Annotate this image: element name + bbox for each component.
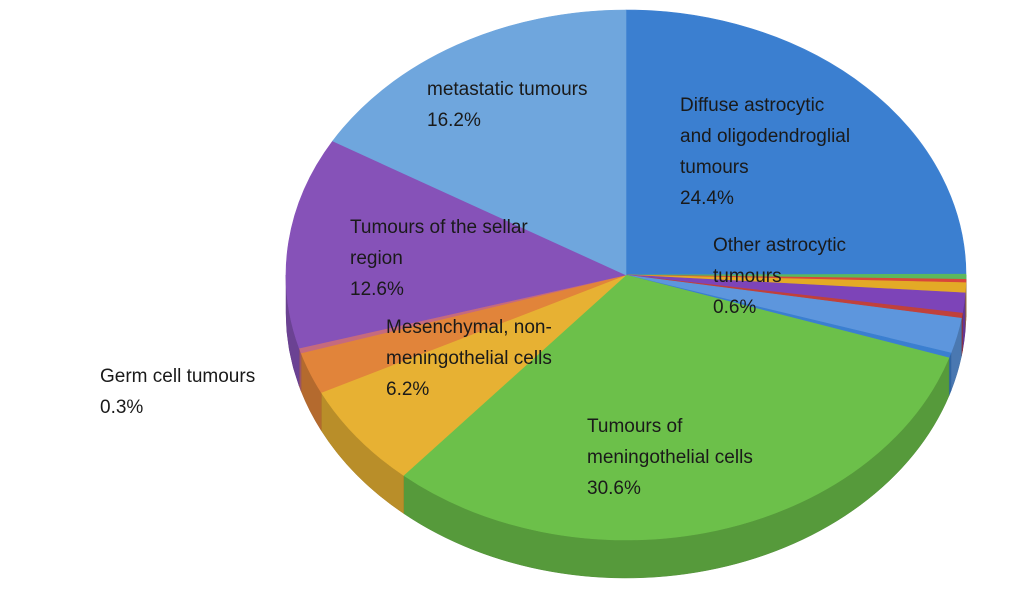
pie-slice-side-7: [948, 352, 952, 396]
slice-label-4-line-0: Germ cell tumours: [100, 366, 255, 387]
slice-label-0-line-0: Diffuse astrocytic: [680, 95, 824, 116]
pie-labels: Diffuse astrocytic and oligodendroglial tu…: [100, 79, 850, 499]
slice-label-0-line-3: 24.4%: [680, 188, 734, 209]
slice-label-6: metastatic tumours 16.2%: [427, 79, 588, 131]
slice-label-0-line-2: tumours: [680, 157, 749, 178]
slice-label-3-line-0: Mesenchymal, non-: [386, 317, 552, 338]
slice-label-5-line-0: Tumours of the sellar: [350, 217, 528, 238]
pie-slice-13: [332, 9, 627, 276]
slice-label-1: Other astrocytic tumours 0.6%: [713, 235, 846, 318]
slice-label-3-line-2: 6.2%: [386, 379, 429, 400]
slice-label-1-line-1: tumours: [713, 266, 782, 287]
slice-label-3: Mesenchymal, non-meningothelial cells 6.2…: [386, 317, 552, 400]
slice-label-2-line-1: meningothelial cells: [587, 447, 753, 468]
slice-label-5-line-2: 12.6%: [350, 279, 404, 300]
pie-depth: [285, 274, 967, 579]
slice-label-1-line-0: Other astrocytic: [713, 235, 846, 256]
slice-label-6-line-1: 16.2%: [427, 110, 481, 131]
slice-label-0-line-1: and oligodendroglial: [680, 126, 850, 147]
pie-slice-9: [320, 274, 627, 476]
slice-label-5: Tumours of the sellar region 12.6%: [350, 217, 528, 300]
slice-label-0: Diffuse astrocytic and oligodendroglial tu…: [680, 95, 850, 209]
pie-slice-0: [625, 9, 967, 276]
slice-label-3-line-1: meningothelial cells: [386, 348, 552, 369]
pie-slice-12: [285, 140, 627, 349]
slice-label-4: Germ cell tumours 0.3%: [100, 366, 255, 418]
pie-slice-8: [403, 274, 950, 541]
slice-label-5-line-1: region: [350, 248, 403, 269]
slice-label-1-line-2: 0.6%: [713, 297, 756, 318]
slice-label-2-line-0: Tumours of: [587, 416, 683, 437]
slice-label-6-line-0: metastatic tumours: [427, 79, 588, 100]
pie-slice-side-11: [298, 348, 302, 392]
slice-label-2: Tumours of meningothelial cells 30.6%: [587, 416, 753, 499]
slice-label-4-line-1: 0.3%: [100, 397, 143, 418]
pie-top: [285, 9, 967, 541]
slice-label-2-line-2: 30.6%: [587, 478, 641, 499]
